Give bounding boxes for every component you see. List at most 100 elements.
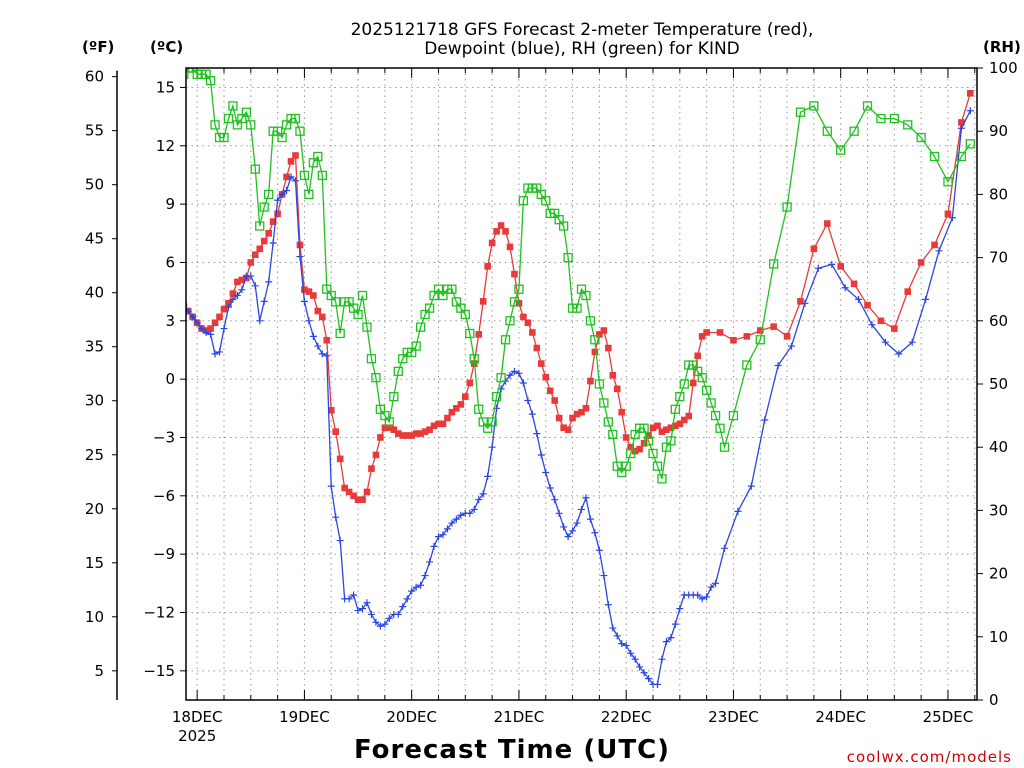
dewpoint-point: [202, 328, 210, 336]
dewpoint-point: [193, 319, 201, 327]
dewpoint-point: [283, 187, 291, 195]
dewpoint-point: [274, 196, 282, 204]
rh-point: [648, 448, 658, 459]
temperature-point: [354, 496, 362, 504]
dewpoint-point: [694, 591, 702, 599]
temperature-point: [676, 420, 684, 428]
temperature-point: [421, 428, 429, 435]
dewpoint-point: [801, 299, 809, 307]
fahrenheit-axis-label: (ºF): [82, 38, 114, 56]
dewpoint-point: [613, 632, 621, 640]
rh-point: [581, 290, 591, 301]
temperature-point: [323, 336, 331, 344]
dewpoint-point: [667, 634, 675, 642]
temperature-point: [394, 430, 402, 437]
dewpoint-point: [256, 317, 264, 325]
dewpoint-point: [189, 313, 197, 321]
dewpoint-point: [345, 595, 353, 603]
rh-point: [572, 303, 582, 313]
temperature-point: [850, 280, 858, 288]
rh-point: [956, 151, 967, 162]
temperature-point: [672, 422, 679, 430]
rh-tick-label: 20: [989, 565, 1008, 583]
dewpoint-point: [636, 663, 644, 671]
fahrenheit-tick-label: 25: [85, 446, 104, 464]
rh-tick-label: 60: [989, 312, 1008, 330]
dewpoint-point: [479, 490, 487, 498]
dewpoint-point: [327, 482, 335, 490]
temperature-point: [234, 278, 241, 286]
temperature-point: [658, 428, 666, 435]
rh-point: [290, 113, 301, 124]
temperature-point: [319, 313, 326, 321]
dewpoint-point: [260, 297, 268, 305]
rh-point: [585, 316, 596, 326]
plot-frame: [185, 67, 978, 701]
dewpoint-point: [385, 614, 393, 622]
dewpoint-point: [662, 638, 670, 646]
rh-point: [862, 101, 873, 111]
temperature-point: [439, 420, 447, 428]
dewpoint-point: [314, 342, 322, 350]
dewpoint-point: [291, 177, 299, 185]
x-tick-label: 22DEC: [601, 708, 652, 726]
dewpoint-point: [528, 410, 536, 418]
temperature-point: [216, 313, 223, 321]
rh-point: [317, 170, 327, 181]
temperature-point: [207, 325, 214, 332]
temperature-point: [225, 299, 232, 307]
dewpoint-point: [269, 239, 277, 247]
rh-point: [675, 391, 685, 402]
temperature-point: [493, 228, 500, 235]
dewpoint-point: [560, 523, 568, 531]
rh-series: [186, 68, 975, 484]
dewpoint-point: [551, 496, 559, 504]
temperature-point: [756, 327, 764, 334]
rh-point: [643, 436, 654, 446]
rh-point: [514, 284, 524, 294]
rh-point: [916, 132, 926, 143]
dewpoint-point: [421, 572, 429, 580]
temperature-point: [891, 325, 898, 332]
dewpoint-point: [207, 330, 215, 338]
temperature-point: [573, 410, 581, 418]
fahrenheit-tick-label: 15: [85, 554, 104, 572]
dewpoint-point: [658, 655, 666, 663]
rh-point: [295, 126, 305, 136]
rh-point: [255, 221, 265, 231]
rh-point: [223, 113, 234, 124]
dewpoint-point: [475, 496, 483, 504]
dewpoint-point: [707, 583, 715, 591]
celsius-tick-label: −9: [153, 545, 175, 563]
dewpoint-point: [300, 297, 308, 305]
temperature-point: [564, 426, 572, 433]
rh-point: [250, 164, 260, 174]
rh-point: [965, 139, 975, 149]
dewpoint-point: [211, 350, 219, 358]
temperature-point: [466, 379, 474, 387]
dewpoint-point: [399, 603, 407, 611]
celsius-tick-label: 6: [165, 253, 175, 271]
rh-point: [626, 448, 636, 459]
dewpoint-point: [233, 292, 241, 300]
temperature-point: [408, 432, 415, 439]
fahrenheit-tick-label: 40: [85, 284, 104, 302]
temperature-point: [680, 416, 688, 424]
rh-point: [210, 120, 220, 130]
temperature-point: [341, 484, 348, 492]
dewpoint-point: [363, 599, 371, 607]
temperature-point: [555, 414, 563, 422]
dewpoint-point: [604, 601, 612, 609]
temperature-point: [332, 428, 340, 435]
dewpoint-point: [278, 190, 286, 198]
dewpoint-point: [296, 253, 304, 261]
dewpoint-point: [470, 505, 478, 513]
temperature-point: [596, 331, 603, 338]
rh-point: [460, 309, 470, 320]
rh-point: [652, 461, 663, 471]
celsius-tick-label: −15: [143, 662, 175, 680]
rh-point: [415, 322, 426, 332]
temperature-point: [426, 426, 433, 433]
temperature-point: [622, 434, 630, 441]
dewpoint-line: [186, 110, 971, 686]
